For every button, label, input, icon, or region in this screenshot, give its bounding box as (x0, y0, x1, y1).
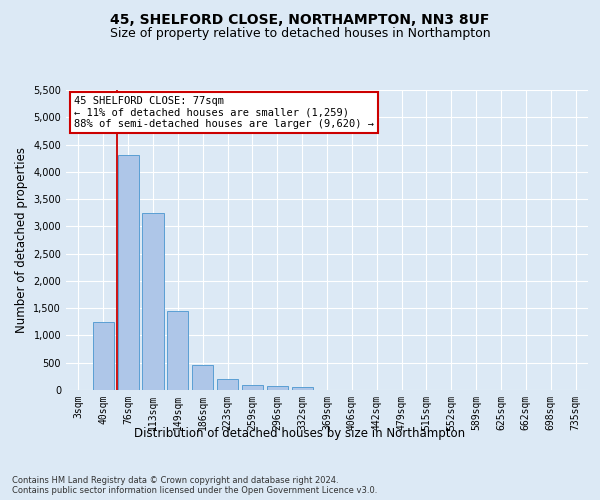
Bar (267, 386, 288, 390)
Bar (242, 384, 263, 390)
Y-axis label: Number of detached properties: Number of detached properties (15, 147, 28, 333)
Bar (292, 387, 313, 390)
Text: Contains HM Land Registry data © Crown copyright and database right 2024.
Contai: Contains HM Land Registry data © Crown c… (12, 476, 377, 495)
Text: 45, SHELFORD CLOSE, NORTHAMPTON, NN3 8UF: 45, SHELFORD CLOSE, NORTHAMPTON, NN3 8UF (110, 12, 490, 26)
Bar (167, 311, 188, 390)
Text: 45 SHELFORD CLOSE: 77sqm
← 11% of detached houses are smaller (1,259)
88% of sem: 45 SHELFORD CLOSE: 77sqm ← 11% of detach… (74, 96, 374, 129)
Bar (118, 156, 139, 390)
Bar (142, 212, 164, 390)
Text: Size of property relative to detached houses in Northampton: Size of property relative to detached ho… (110, 28, 490, 40)
Bar (192, 365, 213, 390)
Text: Distribution of detached houses by size in Northampton: Distribution of detached houses by size … (134, 428, 466, 440)
Bar (217, 379, 238, 390)
Bar (93, 322, 114, 390)
